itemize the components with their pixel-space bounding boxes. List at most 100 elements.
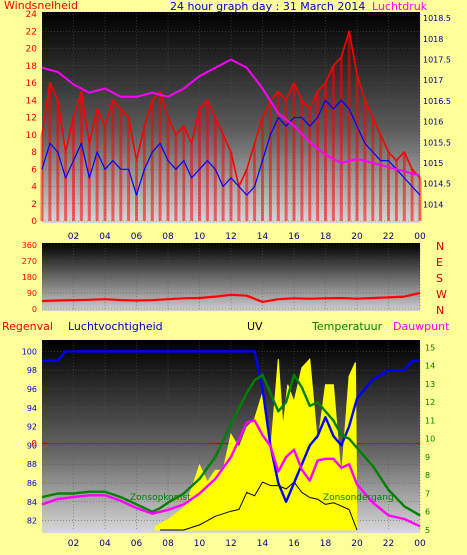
hour-tick-label: 00 [414, 539, 426, 549]
wind-speed-bar [158, 91, 162, 221]
wind-speed-bar [379, 134, 383, 222]
dauwpunt-label: Dauwpunt [393, 320, 450, 333]
sunrise-annotation: Zonsopkomst [130, 493, 191, 503]
wind-tick-label: 4 [31, 183, 37, 193]
hour-tick-label: 06 [131, 539, 143, 549]
direction-tick-label: 90 [27, 289, 37, 298]
wind-speed-bar [324, 83, 327, 221]
wind-speed-bar [276, 91, 280, 221]
wind-tick-label: 12 [26, 114, 37, 124]
wind-tick-label: 14 [26, 96, 38, 106]
compass-label: N [436, 240, 444, 253]
wind-speed-bar [410, 169, 414, 222]
wind-speed-bar [221, 134, 225, 222]
humidity-tick-label: 98 [27, 366, 37, 375]
pressure-tick-label: 1014.5 [423, 180, 451, 189]
humidity-tick-label: 96 [27, 385, 37, 394]
temperature-line [41, 373, 421, 517]
hour-tick-label: 18 [320, 539, 332, 549]
wind-speed-bar [331, 65, 335, 222]
wind-speed-bar [292, 83, 296, 221]
wind-speed-bar [135, 160, 138, 221]
pressure-tick-label: 1015.5 [423, 138, 451, 147]
temperature-tick-label: 6 [425, 508, 430, 517]
humidity-tick-label: 90 [27, 441, 37, 450]
compass-label: E [436, 256, 443, 269]
hour-tick-label: 22 [383, 539, 394, 549]
wind-speed-bar [95, 108, 99, 221]
direction-tick-label: 180 [22, 273, 37, 282]
direction-tick-label: 360 [22, 241, 37, 250]
pressure-tick-label: 1017.5 [423, 56, 451, 65]
hour-tick-label: 10 [194, 232, 206, 242]
wind-tick-label: 2 [31, 200, 37, 210]
hour-tick-label: 00 [414, 232, 426, 242]
humidity-tick-label: 82 [27, 517, 37, 526]
pressure-tick-label: 1016.5 [423, 97, 451, 106]
humidity-tick-label: 88 [27, 460, 37, 469]
wind-speed-bar [229, 152, 233, 221]
wind-speed-bar [387, 152, 390, 221]
wind-speed-bar [150, 100, 154, 222]
wind-speed-bar [142, 126, 146, 221]
wind-speed-bar [339, 57, 343, 221]
hour-tick-label: 12 [225, 539, 236, 549]
wind-speed-bar [308, 108, 312, 221]
wind-speed-bar [253, 143, 257, 221]
humidity-line [42, 350, 420, 503]
wind-tick-label: 22 [26, 27, 37, 37]
wind-tick-label: 16 [26, 79, 38, 89]
wind-direction-line [41, 291, 421, 303]
compass-label: W [436, 288, 447, 301]
wind-speed-bar [402, 152, 406, 221]
wind-speed-bar [87, 143, 91, 221]
wind-speed-bar [198, 108, 201, 221]
uv-label: UV [247, 320, 263, 333]
hour-tick-label: 10 [194, 539, 206, 549]
wind-gust-line [41, 99, 421, 196]
wind-speed-line [41, 30, 421, 188]
temperature-tick-label: 14 [425, 362, 435, 371]
hour-tick-label: 20 [351, 232, 363, 242]
temperature-tick-label: 9 [425, 453, 430, 462]
hour-tick-label: 04 [99, 232, 111, 242]
humidity-tick-label: 100 [22, 347, 37, 356]
chart-title: 24 hour graph day : 31 March 2014 [170, 0, 365, 13]
wind-tick-label: 20 [26, 45, 38, 55]
wind-speed-bar [182, 126, 186, 221]
wind-speed-bar [174, 134, 178, 222]
wind-speed-bar [268, 100, 272, 222]
wind-tick-label: 10 [26, 131, 38, 141]
sunset-annotation: Zonsondergang [323, 493, 394, 503]
hour-tick-label: 02 [68, 232, 79, 242]
pressure-tick-label: 1014 [423, 200, 443, 209]
hour-tick-label: 14 [257, 232, 269, 242]
compass-label: S [436, 272, 443, 285]
wind-speed-bar [300, 100, 304, 222]
wind-speed-bar [79, 91, 83, 221]
temperature-tick-label: 11 [425, 416, 435, 425]
wind-tick-label: 18 [26, 62, 38, 72]
wind-speed-bar [40, 134, 44, 222]
wind-speed-bar [72, 117, 75, 221]
hour-tick-label: 08 [162, 232, 174, 242]
windsnelheid-label: Windsnelheid [4, 0, 78, 12]
hour-tick-label: 20 [351, 539, 363, 549]
wind-tick-label: 0 [31, 217, 37, 227]
wind-speed-bar [103, 126, 107, 221]
humidity-tick-label: 84 [27, 498, 37, 507]
hour-tick-label: 04 [99, 539, 111, 549]
temperature-tick-label: 12 [425, 398, 435, 407]
wind-speed-bar [261, 117, 264, 221]
wind-speed-bar [190, 143, 194, 221]
direction-tick-label: 0 [32, 305, 37, 314]
hour-tick-label: 02 [68, 539, 79, 549]
wind-speed-bar [48, 83, 52, 221]
regenval-label: Regenval [2, 320, 53, 333]
pressure-tick-label: 1015 [423, 159, 443, 168]
hour-tick-label: 14 [257, 539, 269, 549]
temperature-tick-label: 7 [425, 489, 430, 498]
pressure-tick-label: 1016 [423, 118, 443, 127]
pressure-line [41, 58, 421, 177]
